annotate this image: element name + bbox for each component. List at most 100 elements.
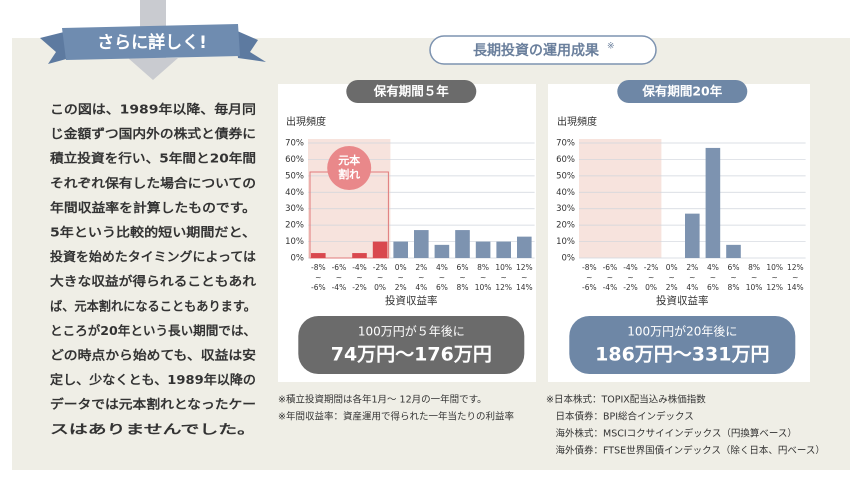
note: ※積立投資期間は各年1月〜 12月の一年間です。: [278, 394, 487, 406]
x-tick-label: ~: [501, 273, 507, 282]
x-tick-label: 0%: [395, 263, 407, 272]
y-tick-label: 30%: [285, 204, 304, 214]
x-tick-label: -2%: [373, 263, 388, 272]
title-pill: [429, 35, 657, 65]
body-line: どの時点から始めても、収益は安: [50, 348, 256, 363]
x-tick-label: 2%: [686, 263, 698, 272]
x-tick-label: 6%: [457, 263, 469, 272]
x-tick-label: ~: [689, 273, 695, 282]
ribbon: [62, 24, 240, 60]
note: ※日本株式：TOPIX配当込み株価指数: [546, 394, 706, 406]
x-tick-label: ~: [586, 273, 592, 282]
x-tick-label: 14%: [787, 283, 804, 292]
negative-zone: [579, 139, 662, 258]
body-line: 積立投資を行い、5年間と20年間: [49, 151, 256, 166]
x-tick-label: -4%: [352, 263, 367, 272]
x-tick-label: ~: [356, 273, 362, 282]
bar: [414, 230, 429, 258]
x-tick-label: 8%: [457, 283, 469, 292]
bar: [393, 241, 408, 258]
y-tick-label: 70%: [285, 139, 304, 149]
note: 海外債券：FTSE世界国債インデックス（除く日本、円ベース）: [546, 445, 825, 457]
x-tick-label: -4%: [332, 283, 347, 292]
y-tick-label: 20%: [556, 221, 575, 231]
bar: [352, 253, 367, 258]
y-label: 出現頻度: [286, 115, 326, 128]
x-tick-label: -2%: [644, 263, 659, 272]
body-line: ところが20年という長い期間では、: [50, 323, 256, 338]
bar: [434, 244, 450, 258]
annotation: 元本: [338, 153, 360, 167]
y-tick-label: 60%: [556, 155, 575, 165]
x-tick-label: ~: [710, 273, 716, 282]
x-tick-label: 0%: [666, 263, 678, 272]
x-tick-label: ~: [751, 273, 757, 282]
x-tick-label: 2%: [666, 283, 678, 292]
x-tick-label: -4%: [623, 263, 638, 272]
x-tick-label: ~: [418, 273, 424, 282]
result-range: 74万円〜176万円: [331, 344, 492, 366]
y-tick-label: 50%: [285, 171, 304, 181]
result-box: [298, 316, 525, 374]
y-tick-label: 60%: [285, 155, 304, 165]
x-tick-label: 4%: [436, 263, 448, 272]
bar: [517, 236, 532, 258]
x-tick-label: -8%: [311, 263, 326, 272]
annotation: 割れ: [338, 167, 360, 181]
x-tick-label: 12%: [495, 283, 512, 292]
x-tick-label: 0%: [374, 283, 386, 292]
x-tick-label: ~: [480, 273, 486, 282]
x-tick-label: 4%: [686, 283, 698, 292]
panel-title: 保有期間５年: [373, 84, 450, 99]
bar: [372, 241, 388, 258]
x-tick-label: 12%: [787, 263, 804, 272]
note: ※年間収益率：資産運用で得られた一年当たりの利益率: [278, 411, 514, 423]
banner: さらに詳しく!: [97, 32, 207, 53]
result-range: 186万円〜331万円: [595, 344, 769, 366]
x-tick-label: ~: [315, 273, 321, 282]
x-tick-label: 8%: [477, 263, 489, 272]
x-tick-label: ~: [730, 273, 736, 282]
x-tick-label: 8%: [728, 283, 740, 292]
y-tick-label: 10%: [556, 237, 575, 247]
x-tick-label: ~: [459, 273, 465, 282]
note: 海外株式：MSCIコクサイインデックス（円換算ベース）: [546, 428, 797, 440]
x-tick-label: -6%: [311, 283, 326, 292]
x-tick-label: 8%: [748, 263, 760, 272]
title-mark: ※: [607, 42, 615, 52]
panel-title-pill: [346, 80, 477, 103]
x-tick-label: 6%: [436, 283, 448, 292]
x-tick-label: ~: [336, 273, 342, 282]
x-tick-label: 10%: [766, 263, 783, 272]
x-tick-label: ~: [439, 273, 445, 282]
body-line: 投資を始めたタイミングによっては: [50, 249, 257, 264]
x-label: 投資収益率: [385, 294, 438, 307]
result-box: [569, 316, 796, 374]
bar: [311, 253, 326, 258]
title: 長期投資の運用成果: [473, 42, 600, 59]
x-tick-label: -6%: [603, 263, 618, 272]
y-tick-label: 40%: [285, 188, 304, 198]
annotation-badge: [327, 146, 372, 190]
body-line: データでは元本割れとなったケー: [50, 397, 256, 412]
y-tick-label: 30%: [556, 204, 575, 214]
bar: [475, 241, 491, 258]
bar: [685, 213, 700, 258]
body-line: 定し、少なくとも、1989年以降の: [49, 372, 256, 387]
x-tick-label: 10%: [746, 283, 763, 292]
x-tick-label: 0%: [645, 283, 657, 292]
x-tick-label: ~: [648, 273, 654, 282]
y-tick-label: 20%: [285, 221, 304, 231]
y-tick-label: 40%: [556, 188, 575, 198]
x-tick-label: ~: [607, 273, 613, 282]
bar: [496, 241, 511, 258]
x-tick-label: 12%: [516, 263, 533, 272]
body-line: 年間収益率を計算したものです。: [50, 200, 256, 215]
body-line: この図は、1989年以降、毎月同: [50, 102, 256, 117]
x-tick-label: -6%: [332, 263, 347, 272]
panel-title-pill: [617, 80, 748, 103]
x-tick-label: -4%: [603, 283, 618, 292]
x-tick-label: 14%: [516, 283, 533, 292]
x-tick-label: 6%: [728, 263, 740, 272]
y-tick-label: 10%: [285, 237, 304, 247]
